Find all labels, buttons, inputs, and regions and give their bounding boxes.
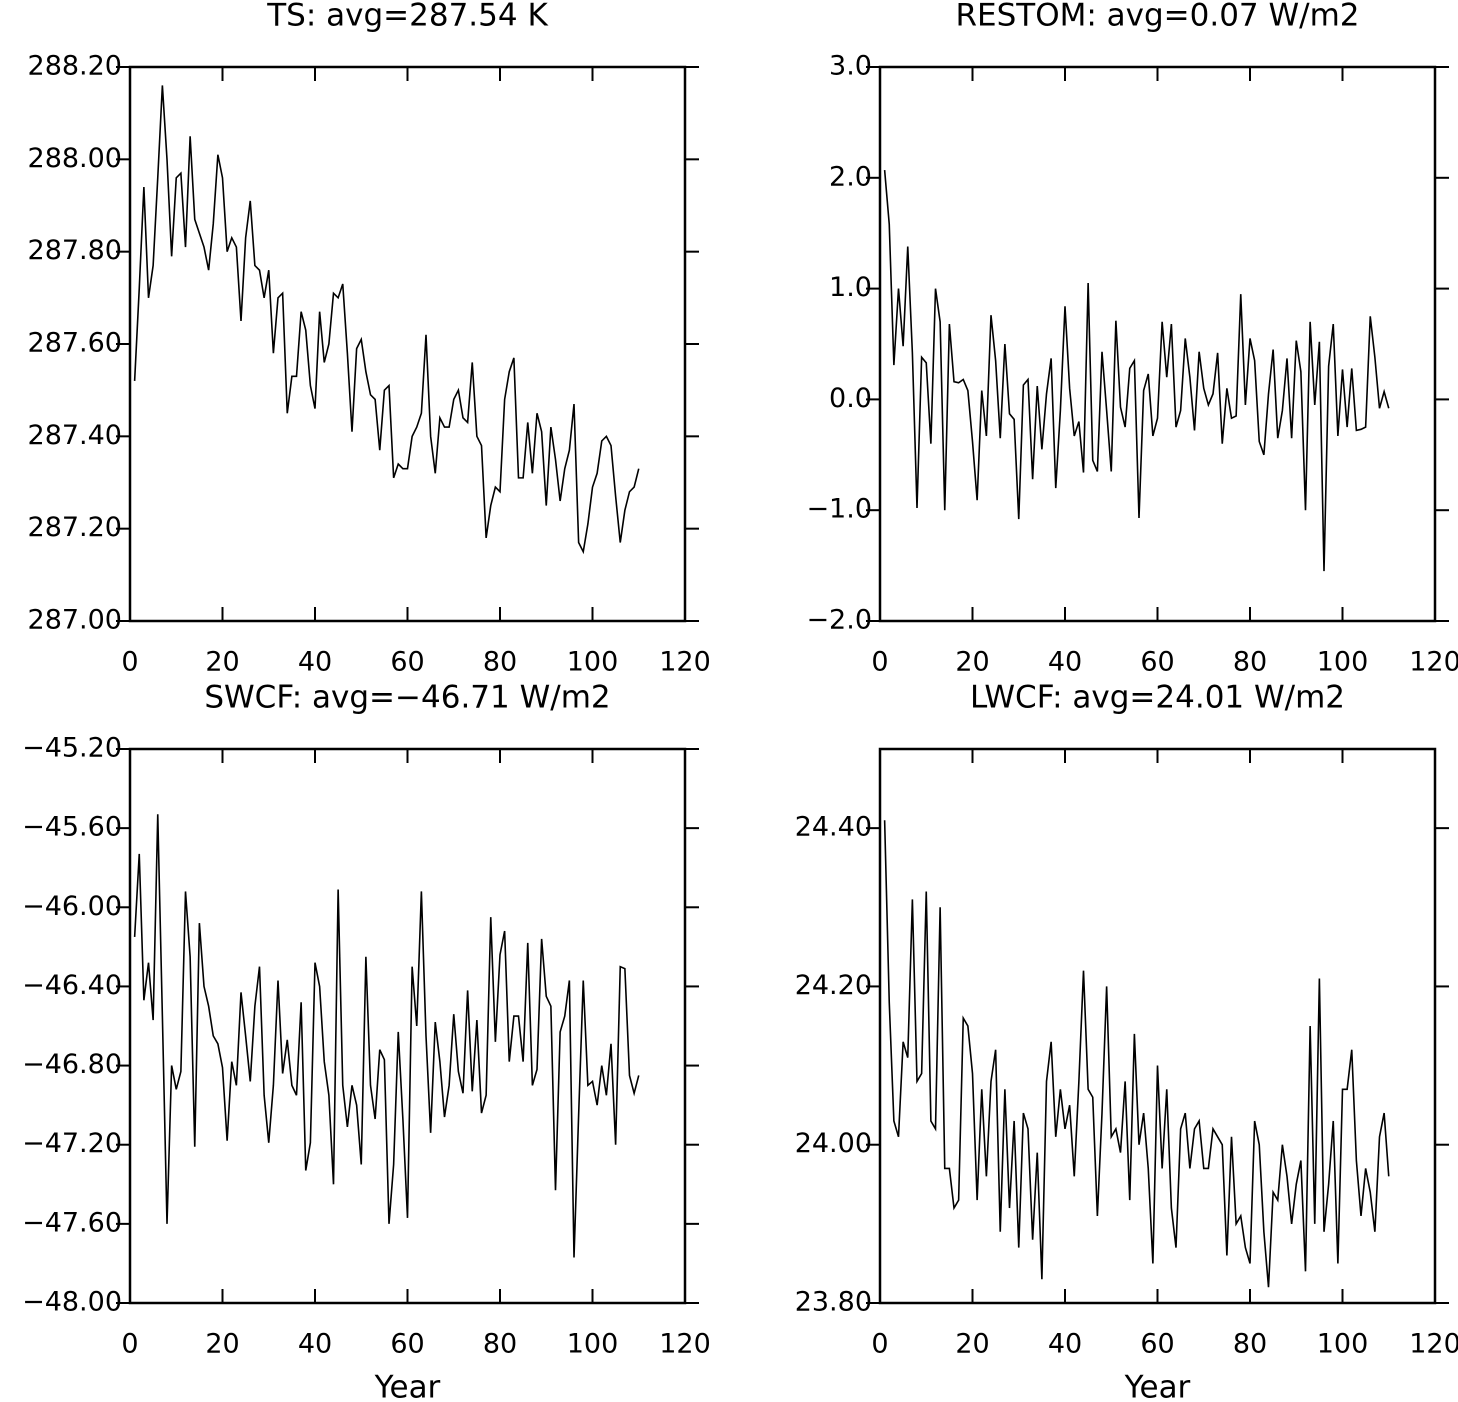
x-tick-label: 120 xyxy=(659,647,711,678)
y-tick-label: −46.40 xyxy=(22,970,122,1001)
chart-title: TS: avg=287.54 K xyxy=(266,0,548,34)
data-line xyxy=(883,820,1390,1288)
data-line xyxy=(133,814,640,1258)
y-tick-label: 287.80 xyxy=(28,235,122,266)
data-line xyxy=(883,169,1390,572)
y-tick-label: −2.0 xyxy=(806,605,872,636)
y-tick-label: 2.0 xyxy=(829,161,872,192)
x-tick-label: 80 xyxy=(1233,1329,1267,1360)
y-tick-label: −46.00 xyxy=(22,891,122,922)
chart-title: RESTOM: avg=0.07 W/m2 xyxy=(955,0,1359,34)
x-tick-label: 0 xyxy=(871,1329,888,1360)
x-tick-label: 120 xyxy=(659,1329,711,1360)
chart-title: LWCF: avg=24.01 W/m2 xyxy=(970,680,1345,716)
x-tick-label: 20 xyxy=(955,1329,989,1360)
x-tick-label: 40 xyxy=(298,647,332,678)
x-tick-label: 0 xyxy=(121,647,138,678)
data-line xyxy=(133,85,640,555)
y-tick-label: −45.20 xyxy=(22,733,122,764)
x-tick-label: 120 xyxy=(1409,1329,1458,1360)
y-tick-label: 24.00 xyxy=(795,1128,872,1159)
x-tick-label: 60 xyxy=(390,647,424,678)
y-tick-label: 287.40 xyxy=(28,420,122,451)
x-tick-label: 20 xyxy=(955,647,989,678)
x-tick-label: 0 xyxy=(871,647,888,678)
y-tick-label: 0.0 xyxy=(829,383,872,414)
y-tick-label: −47.60 xyxy=(22,1207,122,1238)
plot-frame xyxy=(128,65,687,623)
x-tick-label: 60 xyxy=(1140,1329,1174,1360)
y-tick-label: 288.20 xyxy=(28,51,122,82)
x-tick-label: 120 xyxy=(1409,647,1458,678)
x-tick-label: 80 xyxy=(1233,647,1267,678)
x-tick-label: 40 xyxy=(298,1329,332,1360)
x-axis-label: Year xyxy=(1124,1370,1191,1402)
x-tick-label: 100 xyxy=(567,1329,619,1360)
x-tick-label: 0 xyxy=(121,1329,138,1360)
y-tick-label: −45.60 xyxy=(22,812,122,843)
chart-title: SWCF: avg=−46.71 W/m2 xyxy=(204,680,610,716)
x-tick-label: 100 xyxy=(1317,647,1369,678)
y-tick-label: −48.00 xyxy=(22,1287,122,1318)
x-tick-label: 100 xyxy=(567,647,619,678)
y-tick-label: 24.40 xyxy=(795,812,872,843)
y-tick-label: 287.00 xyxy=(28,605,122,636)
y-tick-label: −47.20 xyxy=(22,1128,122,1159)
y-tick-label: −46.80 xyxy=(22,1049,122,1080)
plot-frame xyxy=(878,65,1437,623)
y-tick-label: 287.60 xyxy=(28,328,122,359)
y-tick-label: −1.0 xyxy=(806,494,872,525)
x-tick-label: 40 xyxy=(1048,647,1082,678)
y-tick-label: 288.00 xyxy=(28,143,122,174)
x-tick-label: 60 xyxy=(390,1329,424,1360)
plot-frame xyxy=(128,747,687,1305)
y-tick-label: 1.0 xyxy=(829,272,872,303)
x-axis-label: Year xyxy=(374,1370,441,1402)
x-tick-label: 40 xyxy=(1048,1329,1082,1360)
y-tick-label: 287.20 xyxy=(28,512,122,543)
x-tick-label: 80 xyxy=(483,647,517,678)
y-tick-label: 3.0 xyxy=(829,51,872,82)
x-tick-label: 20 xyxy=(205,1329,239,1360)
y-tick-label: 24.20 xyxy=(795,970,872,1001)
x-tick-label: 80 xyxy=(483,1329,517,1360)
y-tick-label: 23.80 xyxy=(795,1287,872,1318)
x-tick-label: 20 xyxy=(205,647,239,678)
x-tick-label: 100 xyxy=(1317,1329,1369,1360)
x-tick-label: 60 xyxy=(1140,647,1174,678)
